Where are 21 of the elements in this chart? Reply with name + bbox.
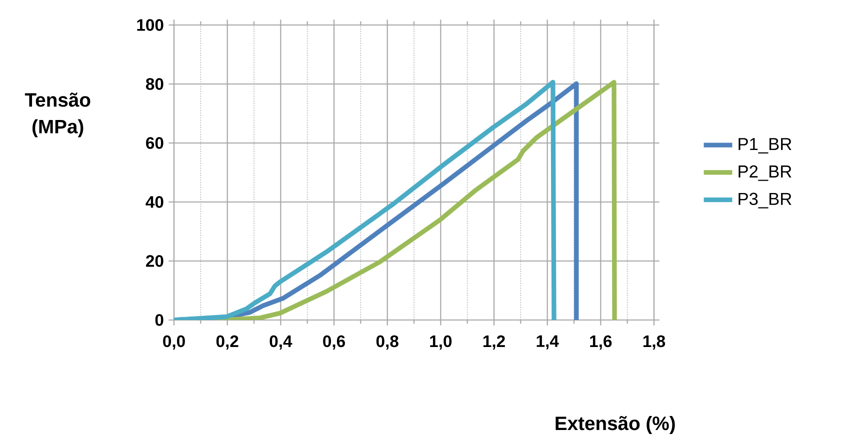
x-tick-label: 1,4 — [536, 335, 559, 350]
y-tick-label: 20 — [146, 255, 164, 267]
y-axis-title: Tensão (MPa) — [24, 92, 90, 138]
y-tick-label: 60 — [146, 137, 164, 149]
legend-label: P3_BR — [738, 192, 792, 208]
x-tick-label: 0,2 — [216, 335, 238, 350]
y-tick-label: 100 — [137, 19, 164, 31]
y-tick-label: 40 — [146, 196, 164, 208]
x-axis-title: Extensão (%) — [556, 416, 675, 434]
x-tick-label: 1,8 — [643, 335, 666, 350]
x-tick-label: 0,0 — [163, 335, 185, 350]
x-tick-label: 1,2 — [483, 335, 505, 350]
x-tick-label: 1,6 — [590, 335, 612, 350]
x-tick-label: 0,4 — [270, 335, 292, 350]
y-tick-label: 0 — [155, 314, 164, 326]
legend-label: P2_BR — [738, 165, 792, 181]
x-tick-label: 0,6 — [323, 335, 345, 350]
x-tick-label: 0,8 — [376, 335, 398, 350]
x-tick-label: 1,0 — [430, 335, 452, 350]
legend-label: P1_BR — [738, 138, 792, 154]
y-tick-label: 80 — [146, 78, 164, 90]
